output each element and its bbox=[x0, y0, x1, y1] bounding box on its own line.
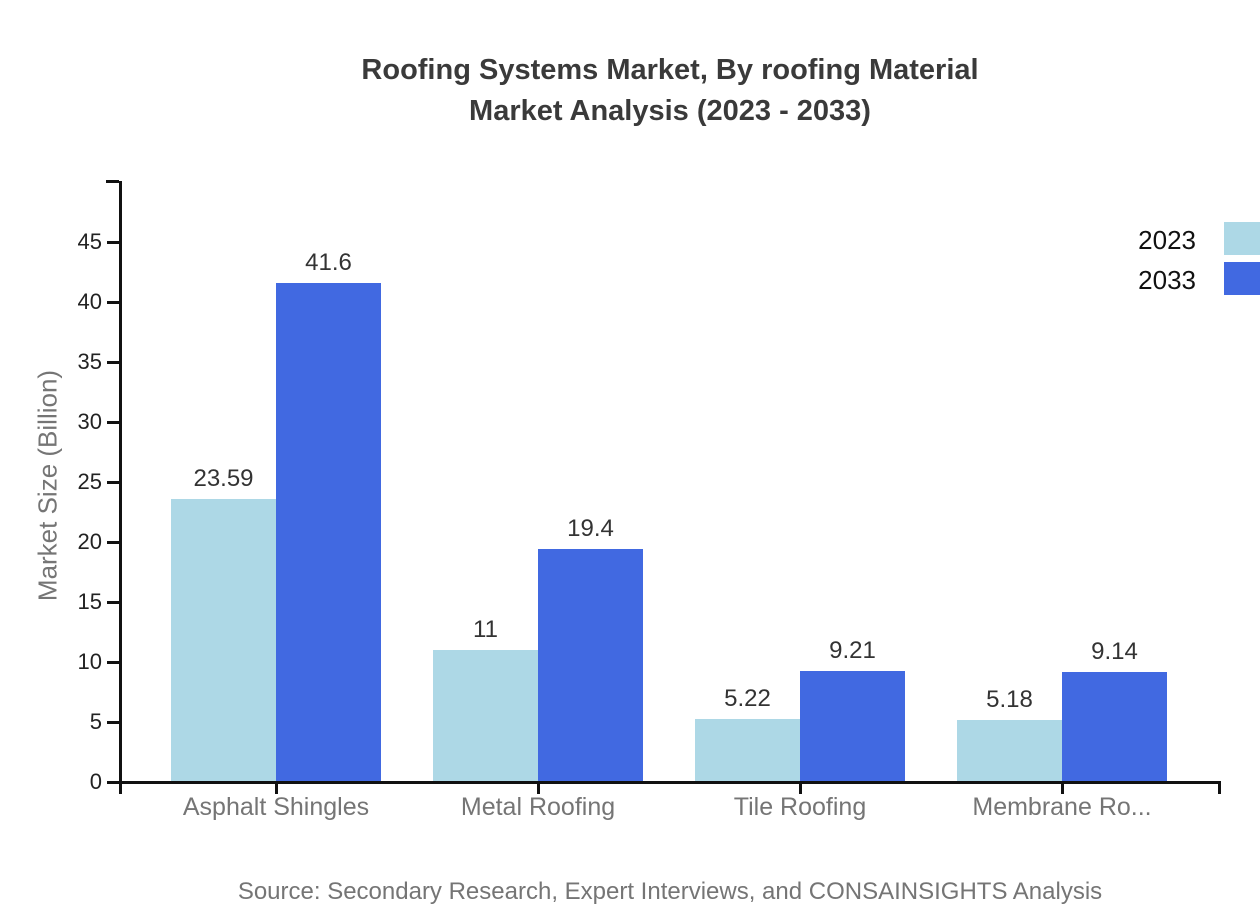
bar-value-label: 23.59 bbox=[193, 465, 254, 492]
bar-value-label: 9.14 bbox=[1091, 638, 1138, 665]
legend-swatch-2023[interactable] bbox=[1224, 222, 1260, 255]
x-axis-tick bbox=[1061, 783, 1064, 794]
bar-value-label: 9.21 bbox=[829, 637, 876, 664]
y-axis-tick bbox=[107, 661, 120, 664]
y-axis-tick bbox=[107, 361, 120, 364]
x-axis-left-end-tick bbox=[119, 783, 122, 794]
bar-2023-asphalt-shingles[interactable] bbox=[171, 499, 276, 783]
y-axis-tick-label: 25 bbox=[77, 469, 102, 494]
bar-2023-tile-roofing[interactable] bbox=[695, 719, 800, 783]
y-axis-tick bbox=[107, 301, 120, 304]
y-axis-line bbox=[119, 181, 122, 785]
bar-2033-metal-roofing[interactable] bbox=[538, 549, 643, 783]
y-axis-top-cap bbox=[106, 180, 119, 183]
y-axis-tick bbox=[107, 241, 120, 244]
chart-title-line1: Roofing Systems Market, By roofing Mater… bbox=[361, 54, 979, 86]
x-axis-category-label: Tile Roofing bbox=[733, 793, 867, 821]
bar-2033-tile-roofing[interactable] bbox=[800, 671, 905, 783]
bar-2023-metal-roofing[interactable] bbox=[433, 650, 538, 783]
x-axis-tick bbox=[275, 783, 278, 794]
y-axis-tick-label: 10 bbox=[77, 649, 102, 674]
x-axis-right-end-tick bbox=[1218, 783, 1221, 794]
y-axis-tick-label: 20 bbox=[77, 529, 102, 554]
x-axis-line bbox=[118, 781, 1221, 784]
legend-swatch-2033[interactable] bbox=[1224, 262, 1260, 295]
y-axis-tick bbox=[107, 721, 120, 724]
bar-value-label: 5.18 bbox=[986, 686, 1033, 713]
y-axis-tick-label: 5 bbox=[89, 709, 102, 734]
x-axis-tick bbox=[537, 783, 540, 794]
y-axis-tick bbox=[107, 481, 120, 484]
y-axis-tick-label: 0 bbox=[89, 769, 102, 794]
legend-item-2023[interactable]: 2023 bbox=[1138, 225, 1196, 255]
y-axis-tick bbox=[107, 421, 120, 424]
y-axis-tick bbox=[107, 781, 120, 784]
y-axis-tick-label: 45 bbox=[77, 229, 102, 254]
x-axis-category-label: Asphalt Shingles bbox=[182, 793, 370, 821]
legend-item-2033[interactable]: 2033 bbox=[1138, 265, 1196, 295]
y-axis-tick bbox=[107, 601, 120, 604]
y-axis-tick bbox=[107, 541, 120, 544]
bar-2033-asphalt-shingles[interactable] bbox=[276, 283, 381, 783]
y-axis-tick-label: 40 bbox=[77, 289, 102, 314]
y-axis-tick-label: 30 bbox=[77, 409, 102, 434]
source-note: Source: Secondary Research, Expert Inter… bbox=[237, 878, 1103, 905]
bar-value-label: 11 bbox=[473, 616, 498, 643]
bar-value-label: 41.6 bbox=[305, 249, 352, 276]
bar-value-label: 5.22 bbox=[724, 685, 771, 712]
x-axis-tick bbox=[799, 783, 802, 794]
x-axis-category-label: Membrane Ro... bbox=[972, 793, 1152, 821]
y-axis-tick-label: 35 bbox=[77, 349, 102, 374]
chart-title-line2: Market Analysis (2023 - 2033) bbox=[469, 95, 871, 127]
bar-2023-membrane-ro[interactable] bbox=[957, 720, 1062, 783]
x-axis-category-label: Metal Roofing bbox=[460, 793, 616, 821]
bar-2033-membrane-ro[interactable] bbox=[1062, 672, 1167, 783]
y-axis-tick-label: 15 bbox=[77, 589, 102, 614]
chart-title: Roofing Systems Market, By roofing Mater… bbox=[120, 50, 1220, 132]
bar-value-label: 19.4 bbox=[567, 515, 614, 542]
